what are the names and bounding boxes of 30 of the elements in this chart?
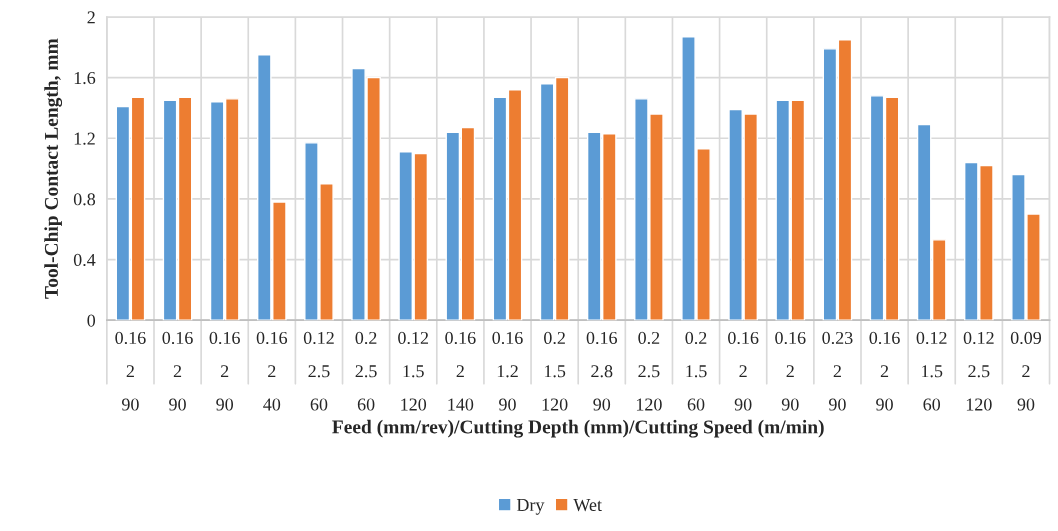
x-tick-label: 0.16 2 90 <box>775 331 806 411</box>
x-tick-label: 0.16 2 140 <box>445 331 476 411</box>
x-tick-label: 0.16 2.8 90 <box>586 331 618 411</box>
y-tick-label: 0.4 <box>73 253 96 267</box>
x-tick-label: 0.23 2 90 <box>822 331 853 411</box>
x-tick-label: 0.09 2 90 <box>1010 331 1042 411</box>
legend-label: Wet <box>573 499 602 512</box>
x-tick-label: 0.16 2 90 <box>728 331 759 411</box>
x-tick-label: 0.16 2 90 <box>115 331 146 411</box>
x-tick-label: 0.12 1.5 60 <box>916 331 947 411</box>
x-tick-label: 0.2 2.5 120 <box>636 331 662 411</box>
y-tick-label: 0.8 <box>73 193 96 206</box>
x-axis-title: Feed (mm/rev)/Cutting Depth (mm)/Cutting Speed (m/min) <box>332 419 824 438</box>
x-tick-label: 0.16 2 90 <box>162 331 193 411</box>
x-tick-label: 0.16 2 90 <box>209 331 240 411</box>
x-tick-label: 0.16 2 40 <box>256 331 288 411</box>
y-tick-label: 0 <box>87 314 96 327</box>
x-tick-label: 0.2 2.5 60 <box>355 331 377 411</box>
x-tick-label: 0.12 2.5 60 <box>303 331 334 411</box>
y-tick-label: 1.6 <box>74 71 96 85</box>
x-tick-label: 0.2 1.5 60 <box>685 331 707 411</box>
y-axis-title: Tool-Chip Contact Length, mm <box>44 38 63 299</box>
x-tick-label: 0.16 2 90 <box>869 331 900 411</box>
x-tick-label: 0.12 1.5 120 <box>398 331 429 411</box>
y-tick-label: 2 <box>87 11 95 24</box>
y-tick-label: 1.2 <box>74 132 95 145</box>
x-tick-label: 0.12 2.5 120 <box>963 331 994 411</box>
legend-label: Dry <box>516 499 545 515</box>
x-tick-label: 0.2 1.5 120 <box>542 331 568 411</box>
x-tick-label: 0.16 1.2 90 <box>492 331 523 411</box>
